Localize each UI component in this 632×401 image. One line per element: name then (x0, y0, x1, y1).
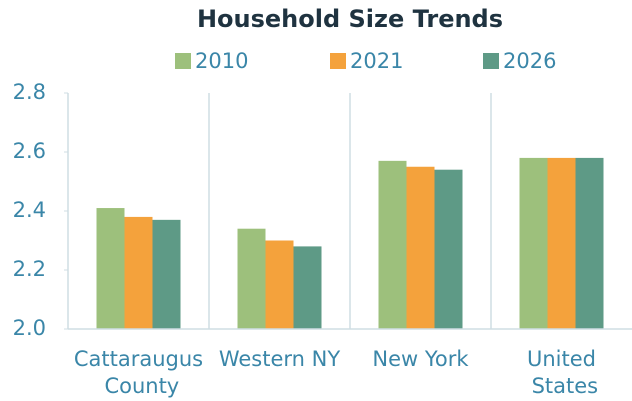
y-tick-label: 2.0 (13, 316, 46, 340)
bar (152, 219, 181, 329)
chart-title: Household Size Trends (197, 5, 503, 33)
legend-label: 2010 (195, 49, 248, 73)
y-tick-label: 2.4 (13, 198, 46, 222)
legend-label: 2021 (350, 49, 403, 73)
bar (237, 228, 266, 329)
legend-swatch (483, 53, 499, 69)
bar (265, 240, 294, 329)
y-tick-label: 2.6 (13, 139, 46, 163)
bar (434, 169, 463, 329)
y-tick-label: 2.2 (13, 257, 46, 281)
legend-label: 2026 (503, 49, 556, 73)
bar (547, 157, 576, 329)
legend-swatch (330, 53, 346, 69)
legend-swatch (175, 53, 191, 69)
bar (575, 157, 604, 329)
bar (406, 166, 435, 329)
x-tick-label: Western NY (219, 347, 341, 371)
bar (124, 216, 153, 329)
bar (293, 246, 322, 329)
bar (519, 157, 548, 329)
x-tick-label: Cattaraugus County (74, 347, 203, 398)
x-tick-label: New York (372, 347, 469, 371)
y-tick-label: 2.8 (13, 80, 46, 104)
x-tick-label: United States (525, 347, 598, 398)
bar (378, 160, 407, 329)
bar (96, 208, 125, 329)
